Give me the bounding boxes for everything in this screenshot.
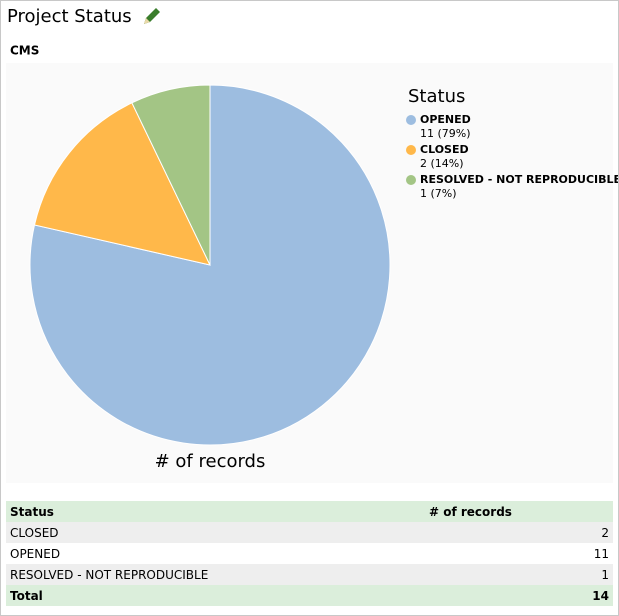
legend-label: RESOLVED - NOT REPRODUCIBLE — [420, 173, 618, 186]
table-row: OPENED 11 — [6, 543, 613, 564]
legend-value: 11 (79%) — [420, 127, 471, 140]
edit-icon[interactable] — [144, 8, 160, 24]
legend-label: CLOSED — [420, 143, 469, 156]
table-cell: 11 — [593, 546, 609, 561]
legend-label: OPENED — [420, 113, 471, 126]
table-cell: 2 — [429, 522, 613, 543]
column-header: # of records — [429, 501, 613, 522]
widget-title: Project Status — [7, 6, 132, 27]
legend-swatch — [406, 145, 416, 155]
table-row: CLOSED 2 — [6, 522, 613, 543]
table-cell: CLOSED — [6, 522, 429, 543]
table-cell: Total — [6, 585, 429, 606]
table-cell: RESOLVED - NOT REPRODUCIBLE — [6, 564, 429, 585]
table-row: RESOLVED - NOT REPRODUCIBLE 1 — [6, 564, 613, 585]
table-cell: 14 — [429, 585, 613, 606]
chart: Project Status CMS Status # of records O… — [6, 6, 618, 483]
table-cell: 1 — [429, 564, 613, 585]
pie-label: # of records — [155, 451, 266, 472]
pie-slice — [131, 84, 211, 266]
legend-swatch — [406, 115, 416, 125]
column-header: Status — [6, 501, 429, 522]
legend-value: 2 (14%) — [420, 157, 464, 170]
pie-slice — [33, 102, 211, 266]
legend-title: Status — [408, 86, 465, 107]
legend-value: 1 (7%) — [420, 187, 457, 200]
subtitle: CMS — [10, 44, 39, 58]
legend-swatch — [406, 175, 416, 185]
table-cell: OPENED — [10, 546, 61, 561]
data-table: Status # of records CLOSED 2 OPENED 11 RESOLV… — [6, 501, 613, 606]
total-row: Total 14 — [6, 585, 613, 606]
